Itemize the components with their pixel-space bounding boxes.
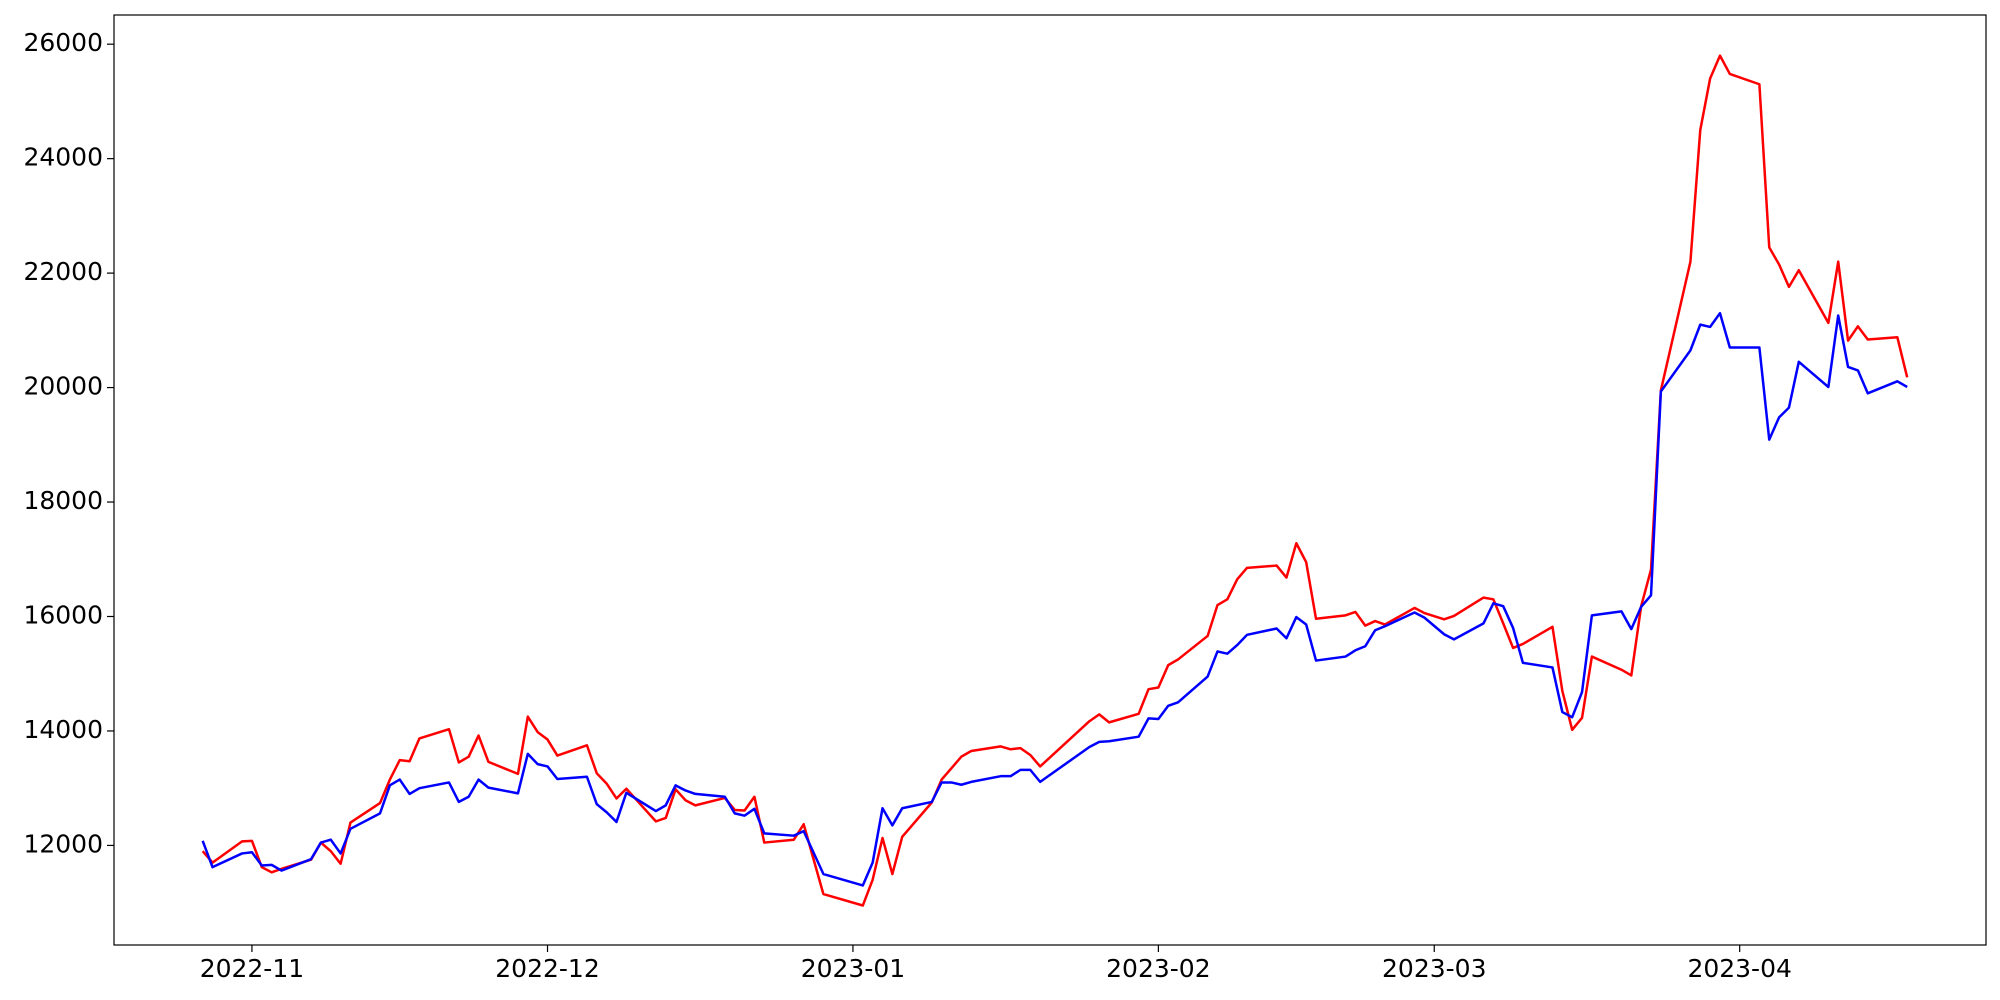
x-tick-label: 2023-01 [801,954,905,983]
y-tick-label: 16000 [23,600,103,629]
y-tick-label: 20000 [23,372,103,401]
x-tick-label: 2022-11 [200,954,304,983]
x-tick-label: 2023-03 [1382,954,1486,983]
x-tick-label: 2023-04 [1687,954,1791,983]
data-line [201,311,1908,887]
data-line [201,54,1909,907]
y-tick-label: 26000 [23,28,103,57]
y-tick-label: 22000 [23,257,103,286]
y-tick-label: 14000 [23,715,103,744]
plot-frame [113,14,1987,946]
x-tick-label: 2022-12 [495,954,599,983]
y-tick-label: 24000 [23,143,103,172]
y-tick-label: 12000 [23,829,103,858]
y-tick-label: 18000 [23,486,103,515]
x-tick-label: 2023-02 [1106,954,1210,983]
